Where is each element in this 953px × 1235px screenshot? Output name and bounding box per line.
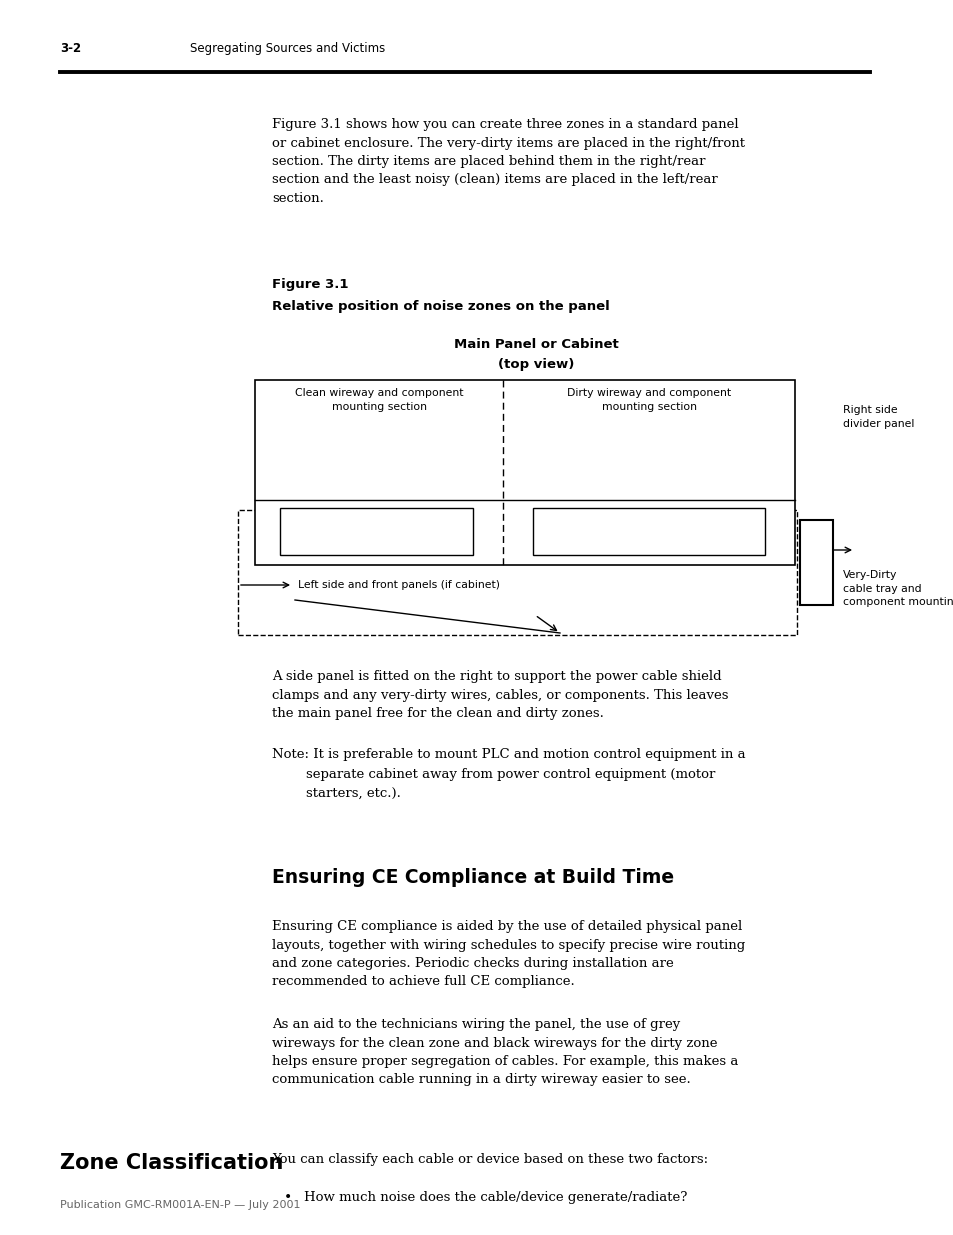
Bar xyxy=(533,508,764,555)
Text: Figure 3.1: Figure 3.1 xyxy=(272,278,348,291)
Text: Left side and front panels (if cabinet): Left side and front panels (if cabinet) xyxy=(297,580,499,590)
Bar xyxy=(254,380,794,564)
Text: Zone Classification: Zone Classification xyxy=(60,1153,283,1173)
Text: You can classify each cable or device based on these two factors:: You can classify each cable or device ba… xyxy=(272,1153,707,1166)
Text: starters, etc.).: starters, etc.). xyxy=(272,788,400,802)
Bar xyxy=(800,520,832,605)
Text: How much noise does the cable/device generate/radiate?: How much noise does the cable/device gen… xyxy=(304,1191,687,1204)
Text: •: • xyxy=(284,1191,292,1205)
Text: Relative position of noise zones on the panel: Relative position of noise zones on the … xyxy=(272,300,609,312)
Text: 3-2: 3-2 xyxy=(60,42,81,56)
Text: Ensuring CE compliance is aided by the use of detailed physical panel
layouts, t: Ensuring CE compliance is aided by the u… xyxy=(272,920,744,988)
Text: As an aid to the technicians wiring the panel, the use of grey
wireways for the : As an aid to the technicians wiring the … xyxy=(272,1018,738,1087)
Text: Figure 3.1 shows how you can create three zones in a standard panel
or cabinet e: Figure 3.1 shows how you can create thre… xyxy=(272,119,744,205)
Bar xyxy=(280,508,473,555)
Text: Note: It is preferable to mount PLC and motion control equipment in a: Note: It is preferable to mount PLC and … xyxy=(272,748,745,761)
Text: A side panel is fitted on the right to support the power cable shield
clamps and: A side panel is fitted on the right to s… xyxy=(272,671,728,720)
Text: separate cabinet away from power control equipment (motor: separate cabinet away from power control… xyxy=(272,768,715,781)
Text: Segregating Sources and Victims: Segregating Sources and Victims xyxy=(190,42,385,56)
Text: (top view): (top view) xyxy=(497,358,574,370)
Text: Dirty wireway and component
mounting section: Dirty wireway and component mounting sec… xyxy=(566,388,731,411)
Text: Main Panel or Cabinet: Main Panel or Cabinet xyxy=(453,338,618,351)
Text: Publication GMC-RM001A-EN-P — July 2001: Publication GMC-RM001A-EN-P — July 2001 xyxy=(60,1200,300,1210)
Text: Clean wireway and component
mounting section: Clean wireway and component mounting sec… xyxy=(294,388,463,411)
Text: Ensuring CE Compliance at Build Time: Ensuring CE Compliance at Build Time xyxy=(272,868,674,887)
Bar xyxy=(237,510,796,635)
Text: Right side
divider panel: Right side divider panel xyxy=(842,405,913,429)
Text: Very-Dirty
cable tray and
component mounting: Very-Dirty cable tray and component moun… xyxy=(842,571,953,608)
